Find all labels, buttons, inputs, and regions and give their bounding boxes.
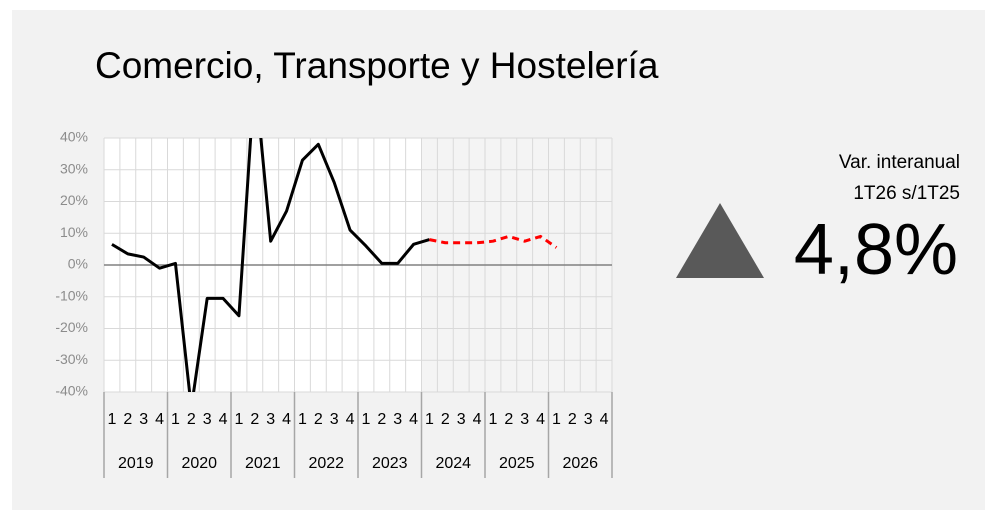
x-tick-label: 3 [139, 411, 148, 428]
year-label: 2023 [372, 455, 408, 472]
x-tick-label: 3 [203, 411, 212, 428]
y-tick-label: 0% [68, 256, 88, 272]
x-tick-label: 2 [250, 411, 259, 428]
series-line [429, 234, 558, 249]
chart-title: Comercio, Transporte y Hostelería [95, 45, 659, 86]
year-label: 2022 [308, 455, 344, 472]
x-tick-label: 3 [520, 411, 529, 428]
y-tick-label: 30% [60, 160, 88, 176]
kpi-triangle [676, 203, 764, 278]
x-tick-label: 2 [441, 411, 450, 428]
year-label: 2020 [181, 455, 217, 472]
year-label: 2024 [435, 455, 471, 472]
x-tick-label: 1 [552, 411, 561, 428]
y-tick-label: -30% [55, 351, 88, 367]
plot-lines [111, 138, 558, 392]
x-tick-label: 4 [346, 411, 355, 428]
x-tick-label: 3 [393, 411, 402, 428]
y-tick-label: 10% [60, 224, 88, 240]
year-label: 2025 [499, 455, 535, 472]
x-tick-label: 2 [314, 411, 323, 428]
x-tick-label: 3 [584, 411, 593, 428]
x-tick-label: 1 [171, 411, 180, 428]
x-tick-label: 2 [123, 411, 132, 428]
x-tick-label: 4 [219, 411, 228, 428]
x-tick-label: 3 [266, 411, 275, 428]
x-tick-label: 2 [377, 411, 386, 428]
x-tick-label: 2 [187, 411, 196, 428]
y-tick-label: -20% [55, 319, 88, 335]
x-tick-label: 1 [425, 411, 434, 428]
x-tick-label: 4 [536, 411, 545, 428]
x-tick-label: 1 [107, 411, 116, 428]
y-tick-label: -40% [55, 383, 88, 399]
x-tick-label: 4 [409, 411, 418, 428]
x-tick-label: 1 [488, 411, 497, 428]
x-tick-label: 2 [568, 411, 577, 428]
x-tick-label: 1 [234, 411, 243, 428]
x-tick-label: 3 [457, 411, 466, 428]
x-tick-label: 4 [600, 411, 609, 428]
x-tick-label: 1 [361, 411, 370, 428]
x-tick-label: 4 [473, 411, 482, 428]
y-tick-label: 20% [60, 192, 88, 208]
year-label: 2021 [245, 455, 281, 472]
series-line [111, 138, 430, 392]
kpi-label: Var. interanual [839, 152, 960, 173]
y-tick-label: 40% [60, 129, 88, 145]
x-tick-label: 4 [155, 411, 164, 428]
y-tick-label: -10% [55, 287, 88, 303]
x-tick-label: 2 [504, 411, 513, 428]
kpi-label: 1T26 s/1T25 [853, 183, 960, 204]
year-label: 2019 [118, 455, 154, 472]
year-label: 2026 [562, 455, 598, 472]
x-tick-label: 4 [282, 411, 291, 428]
kpi-value: 4,8% [794, 210, 958, 290]
x-tick-label: 1 [298, 411, 307, 428]
x-tick-label: 3 [330, 411, 339, 428]
